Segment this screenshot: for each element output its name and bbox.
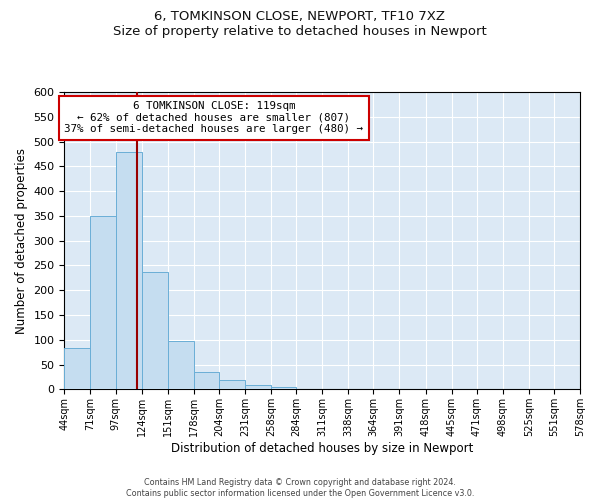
Bar xyxy=(194,372,219,390)
Bar xyxy=(168,341,194,390)
Bar xyxy=(245,386,271,390)
Bar xyxy=(219,380,245,390)
Bar xyxy=(64,348,91,390)
Bar xyxy=(91,216,116,390)
Text: Contains HM Land Registry data © Crown copyright and database right 2024.
Contai: Contains HM Land Registry data © Crown c… xyxy=(126,478,474,498)
Y-axis label: Number of detached properties: Number of detached properties xyxy=(15,148,28,334)
X-axis label: Distribution of detached houses by size in Newport: Distribution of detached houses by size … xyxy=(171,442,473,455)
Bar xyxy=(271,387,296,390)
Bar xyxy=(116,152,142,390)
Text: 6 TOMKINSON CLOSE: 119sqm
← 62% of detached houses are smaller (807)
37% of semi: 6 TOMKINSON CLOSE: 119sqm ← 62% of detac… xyxy=(64,101,364,134)
Text: 6, TOMKINSON CLOSE, NEWPORT, TF10 7XZ
Size of property relative to detached hous: 6, TOMKINSON CLOSE, NEWPORT, TF10 7XZ Si… xyxy=(113,10,487,38)
Bar xyxy=(142,272,168,390)
